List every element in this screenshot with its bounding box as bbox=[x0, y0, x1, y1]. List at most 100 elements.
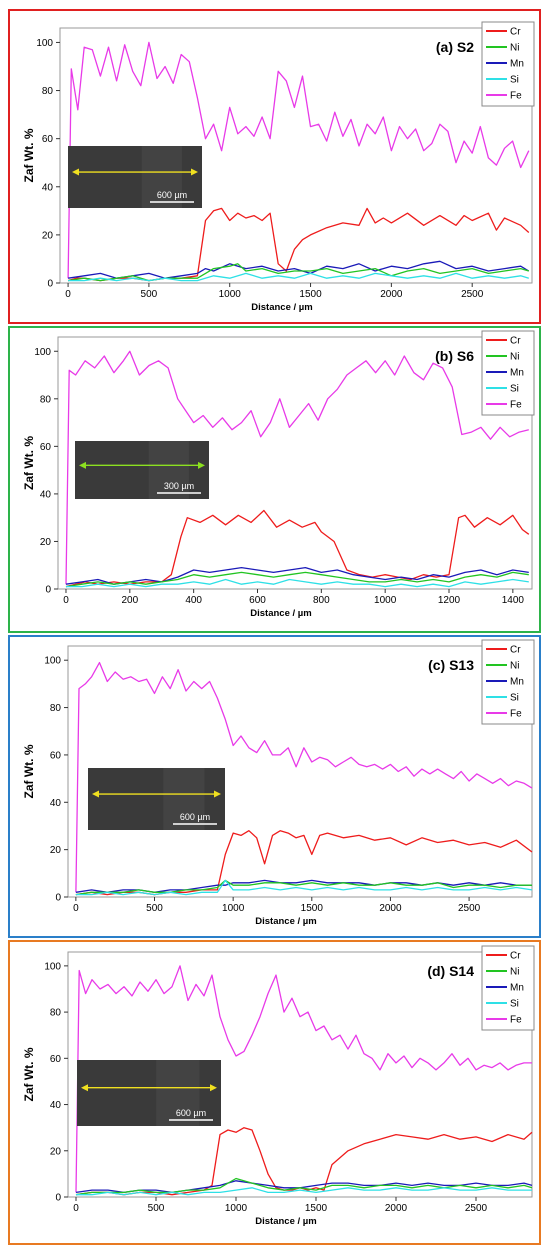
inset-micrograph: 300 µm bbox=[75, 441, 209, 499]
y-tick-label: 60 bbox=[42, 134, 54, 145]
x-axis-label: Distance / µm bbox=[255, 916, 316, 927]
inset-texture bbox=[163, 768, 205, 830]
series-line-si bbox=[76, 1187, 532, 1196]
y-tick-label: 60 bbox=[50, 750, 62, 761]
x-tick-label: 1400 bbox=[502, 595, 525, 606]
series-line-fe bbox=[67, 41, 530, 279]
legend-label-mn: Mn bbox=[510, 677, 524, 688]
y-tick-label: 0 bbox=[47, 279, 53, 290]
y-tick-label: 20 bbox=[42, 230, 54, 241]
legend-label-ni: Ni bbox=[510, 352, 519, 363]
y-tick-label: 0 bbox=[45, 585, 51, 596]
series-line-fe bbox=[75, 661, 533, 893]
legend-label-cr: Cr bbox=[510, 336, 521, 347]
series-line-si bbox=[68, 272, 529, 282]
x-tick-label: 1200 bbox=[438, 595, 461, 606]
y-tick-label: 0 bbox=[55, 893, 61, 904]
y-tick-label: 40 bbox=[50, 798, 62, 809]
legend-label-ni: Ni bbox=[510, 967, 519, 978]
legend: Cr Ni Mn Si Fe bbox=[481, 945, 535, 1031]
y-axis-label: Zaf Wt. % bbox=[22, 436, 36, 490]
x-tick-label: 1500 bbox=[301, 903, 324, 914]
legend-label-si: Si bbox=[510, 999, 519, 1010]
legend-label-mn: Mn bbox=[510, 983, 524, 994]
legend-label-cr: Cr bbox=[510, 951, 521, 962]
x-tick-label: 500 bbox=[146, 903, 163, 914]
x-tick-label: 0 bbox=[73, 1203, 79, 1214]
y-tick-label: 40 bbox=[42, 182, 54, 193]
inset-arrow-right-head bbox=[191, 168, 198, 176]
legend-label-cr: Cr bbox=[510, 27, 521, 38]
series-line-mn bbox=[68, 260, 530, 279]
x-tick-label: 2500 bbox=[461, 289, 484, 300]
x-axis-label: Distance / µm bbox=[255, 1216, 316, 1227]
inset-arrow-left-head bbox=[72, 168, 79, 176]
y-axis-label: Zaf Wt. % bbox=[22, 128, 36, 182]
legend: Cr Ni Mn Si Fe bbox=[481, 639, 535, 725]
inset-arrow-left-head bbox=[79, 461, 86, 469]
plot-area-border bbox=[67, 951, 533, 1198]
panel-title: (b) S6 bbox=[435, 348, 474, 364]
inset-arrow-right-head bbox=[198, 461, 205, 469]
series-line-ni bbox=[75, 879, 532, 896]
y-tick-label: 40 bbox=[50, 1100, 62, 1111]
plot-area-border bbox=[59, 27, 533, 284]
inset-scale-label: 300 µm bbox=[164, 481, 194, 491]
y-tick-label: 80 bbox=[42, 86, 54, 97]
series-line-ni bbox=[65, 571, 529, 588]
x-tick-label: 800 bbox=[313, 595, 330, 606]
y-tick-label: 100 bbox=[36, 38, 53, 49]
panel-title: (c) S13 bbox=[428, 657, 474, 673]
x-tick-label: 0 bbox=[73, 903, 79, 914]
series-line-mn bbox=[65, 566, 529, 585]
inset-scale-label: 600 µm bbox=[180, 812, 210, 822]
legend-label-mn: Mn bbox=[510, 59, 524, 70]
x-axis-label: Distance / µm bbox=[250, 608, 311, 619]
y-tick-label: 80 bbox=[40, 394, 52, 405]
legend-label-cr: Cr bbox=[510, 645, 521, 656]
series-line-mn bbox=[75, 1180, 533, 1194]
x-tick-label: 1000 bbox=[219, 289, 242, 300]
x-tick-label: 500 bbox=[141, 289, 158, 300]
x-tick-label: 2500 bbox=[458, 903, 481, 914]
y-axis-label: Zaf Wt. % bbox=[22, 1047, 36, 1101]
inset-micrograph: 600 µm bbox=[68, 146, 202, 208]
y-tick-label: 80 bbox=[50, 1008, 62, 1019]
inset-texture bbox=[148, 441, 189, 499]
series-line-cr bbox=[65, 509, 530, 588]
legend-label-ni: Ni bbox=[510, 43, 519, 54]
y-tick-label: 60 bbox=[40, 442, 52, 453]
y-tick-label: 0 bbox=[55, 1193, 61, 1204]
inset-scale-label: 600 µm bbox=[157, 190, 187, 200]
plot-area-border bbox=[57, 336, 533, 590]
legend-label-si: Si bbox=[510, 75, 519, 86]
legend: Cr Ni Mn Si Fe bbox=[481, 21, 535, 107]
inset-arrow-right-head bbox=[214, 790, 221, 798]
x-tick-label: 2000 bbox=[385, 1203, 408, 1214]
y-tick-label: 20 bbox=[50, 1146, 62, 1157]
x-tick-label: 2000 bbox=[379, 903, 402, 914]
x-tick-label: 1500 bbox=[299, 289, 322, 300]
y-tick-label: 20 bbox=[50, 845, 62, 856]
y-axis-label: Zaf Wt. % bbox=[22, 744, 36, 798]
x-tick-label: 600 bbox=[249, 595, 266, 606]
y-tick-label: 100 bbox=[44, 961, 61, 972]
y-tick-label: 40 bbox=[40, 489, 52, 500]
x-tick-label: 1000 bbox=[374, 595, 397, 606]
legend-label-mn: Mn bbox=[510, 368, 524, 379]
series-line-si bbox=[75, 879, 533, 896]
series-line-fe bbox=[75, 965, 532, 1193]
inset-micrograph: 600 µm bbox=[77, 1060, 221, 1126]
panel-title: (d) S14 bbox=[427, 963, 474, 979]
x-tick-label: 200 bbox=[121, 595, 138, 606]
panel-title: (a) S2 bbox=[436, 39, 474, 55]
inset-arrow-left-head bbox=[92, 790, 99, 798]
x-tick-label: 1500 bbox=[305, 1203, 328, 1214]
x-tick-label: 1000 bbox=[225, 1203, 248, 1214]
y-tick-label: 20 bbox=[40, 537, 52, 548]
x-tick-label: 1000 bbox=[222, 903, 245, 914]
